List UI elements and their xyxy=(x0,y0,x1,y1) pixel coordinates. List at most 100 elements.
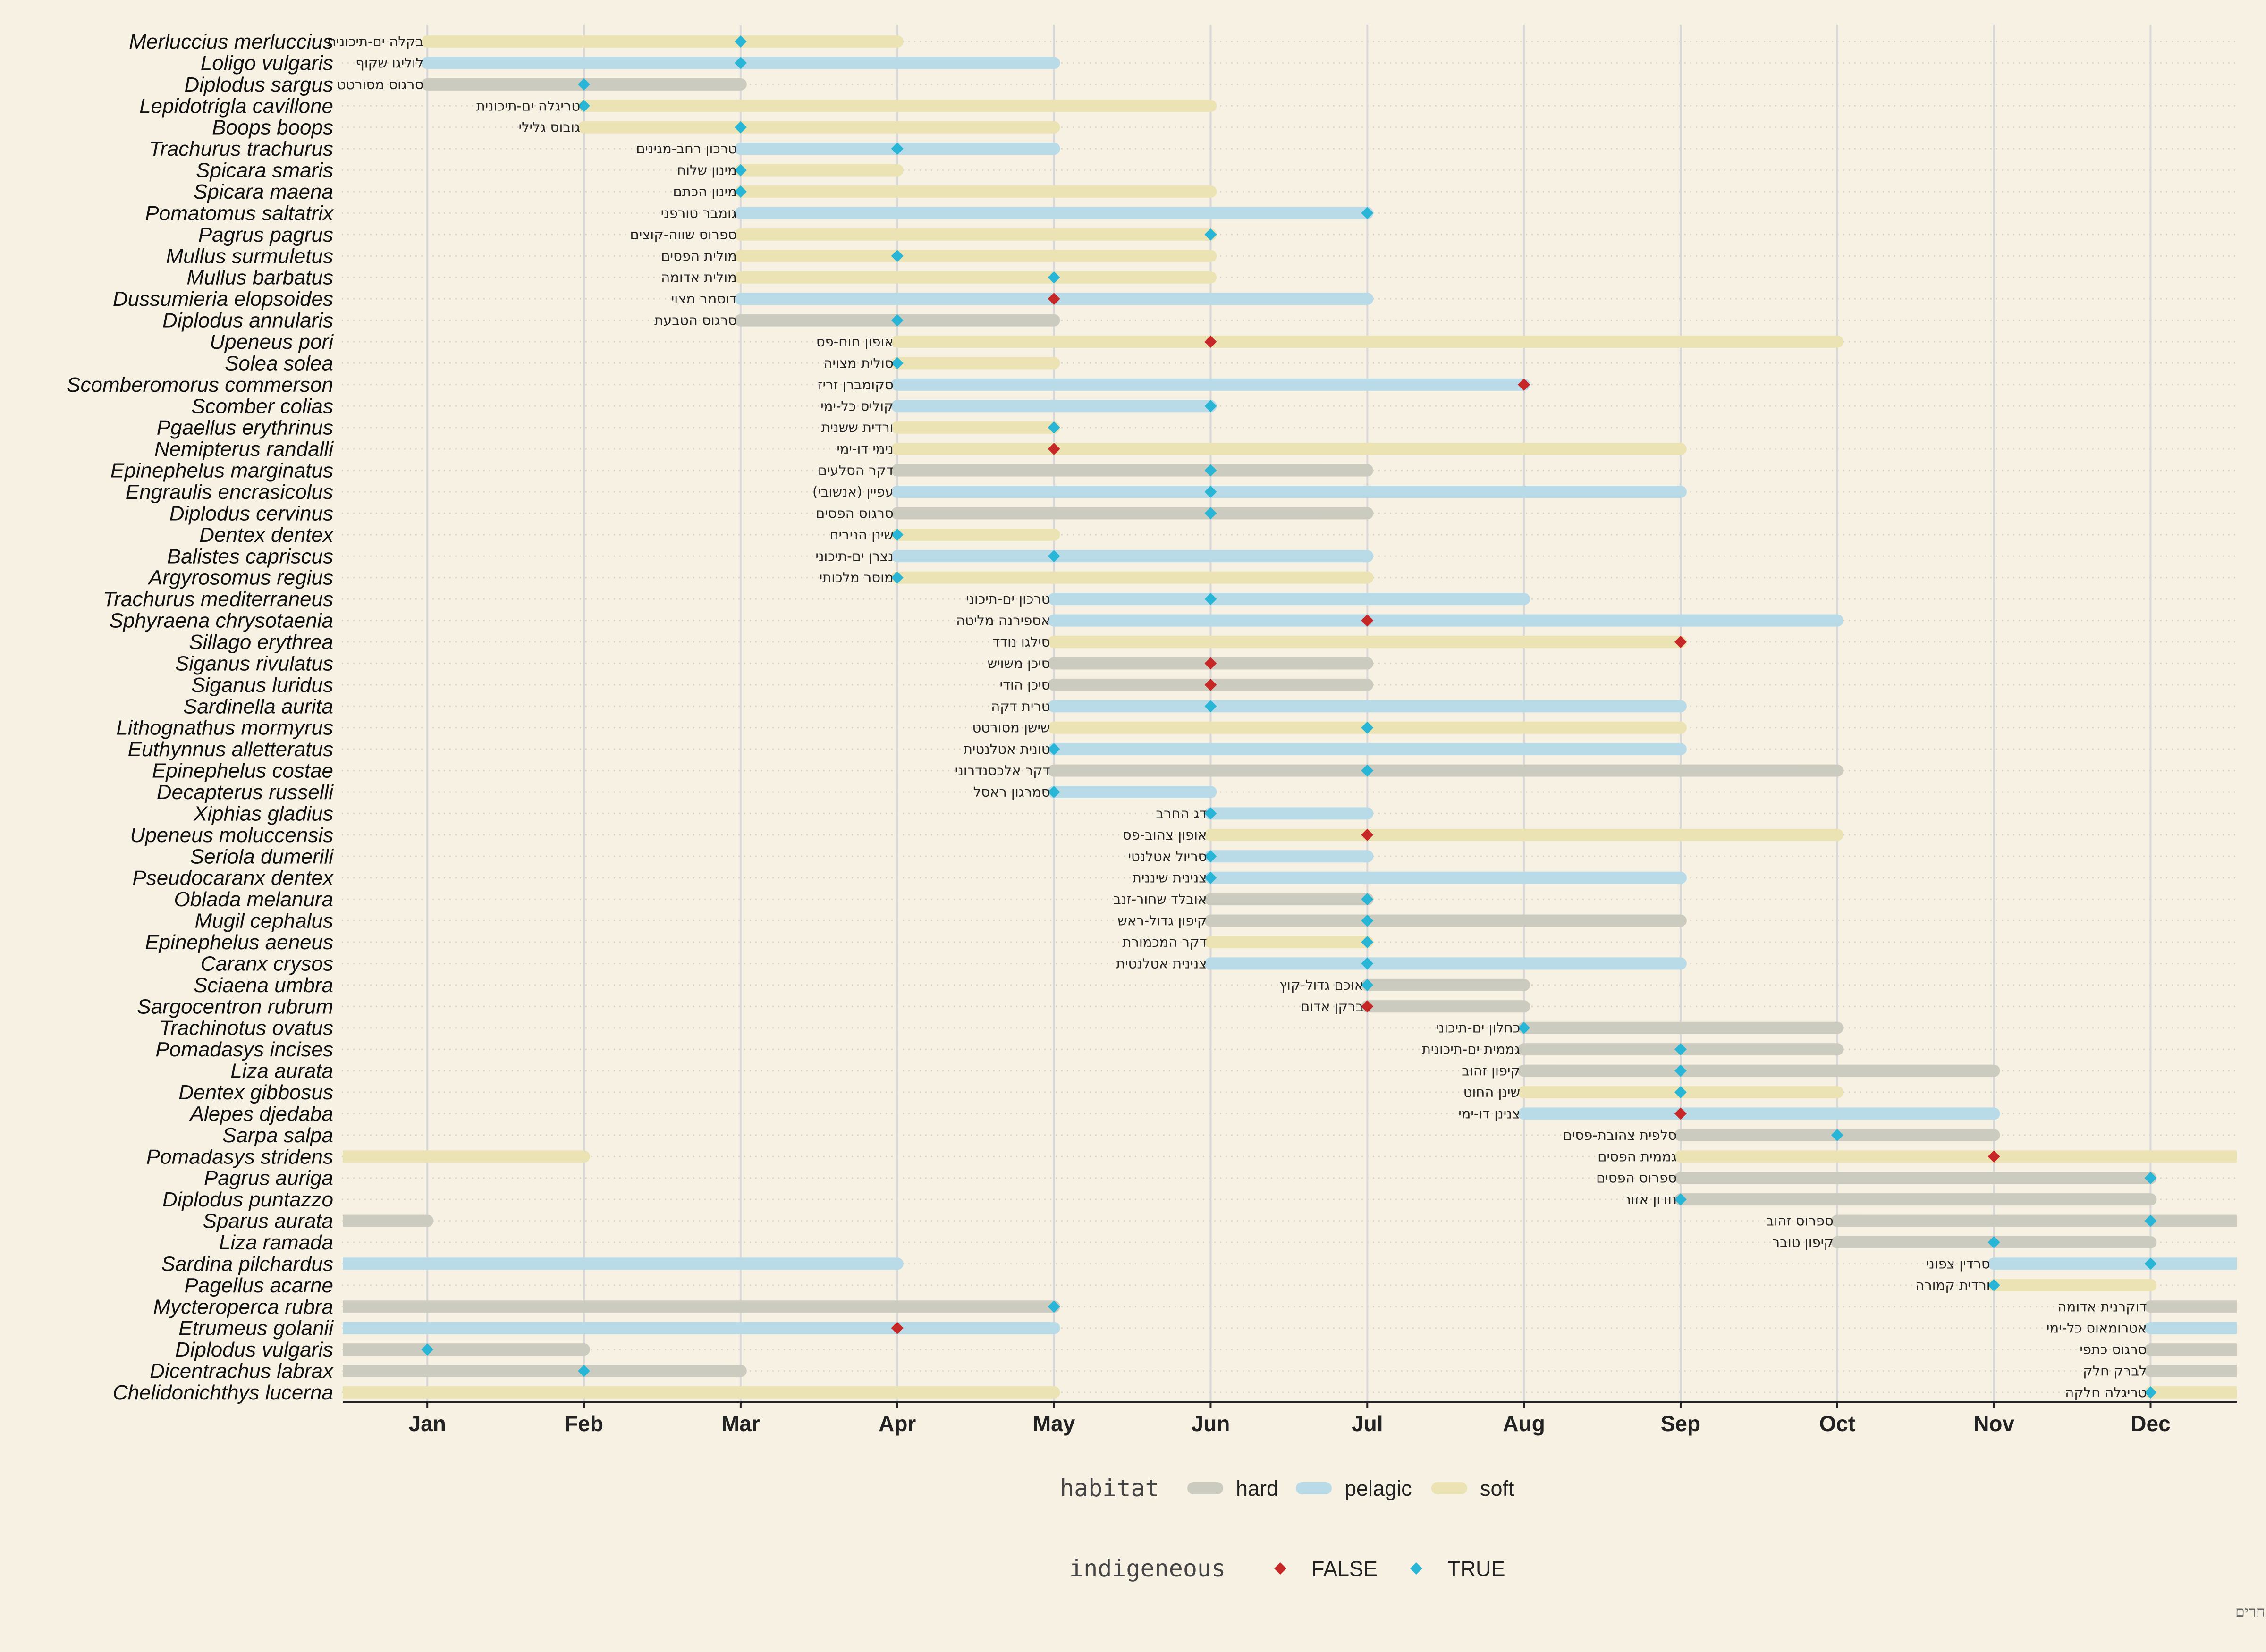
species-label: Lepidotrigla cavillone xyxy=(139,94,333,118)
indigenous-marker xyxy=(1674,1193,1687,1206)
species-label: Pseudocaranx dentex xyxy=(132,867,334,890)
hebrew-label: סרגוס כתפי xyxy=(2080,1341,2147,1357)
indigenous-marker xyxy=(1048,786,1060,798)
species-label: Pagrus pagrus xyxy=(198,223,333,246)
species-label: Dicentrachus labrax xyxy=(150,1360,334,1383)
x-tick-label: Sep xyxy=(1661,1411,1700,1436)
hebrew-label: אספירנה מליטה xyxy=(956,613,1050,629)
indigenous-marker xyxy=(1204,400,1217,413)
hebrew-label: סילגו נודד xyxy=(993,634,1050,650)
indigenous-marker xyxy=(734,57,747,69)
hebrew-label: סרגוס מסורטט xyxy=(337,76,423,93)
species-label: Diplodus cervinus xyxy=(169,502,333,525)
hebrew-label: טונית אטלנטית xyxy=(964,741,1050,757)
indigenous-marker xyxy=(1204,486,1217,498)
hebrew-label: סרגוס הפסים xyxy=(816,505,894,521)
hebrew-label: סיכן משויש xyxy=(988,655,1050,671)
hebrew-label: גובוס גלילי xyxy=(519,119,580,135)
species-label: Euthynnus alletteratus xyxy=(128,738,333,761)
species-label: Lithognathus mormyrus xyxy=(116,716,333,740)
indigenous-marker xyxy=(1204,850,1217,863)
indigenous-marker xyxy=(1361,893,1374,906)
indigenous-marker xyxy=(1987,1150,2000,1163)
species-label: Caranx crysos xyxy=(201,952,333,975)
x-tick-label: Aug xyxy=(1503,1411,1545,1436)
species-label: Diplodus annularis xyxy=(162,309,333,332)
hebrew-label: מולית אדומה xyxy=(661,270,737,286)
indigenous-marker xyxy=(1048,443,1060,455)
indigenous-marker xyxy=(1987,1236,2000,1248)
species-label: Pomadasys stridens xyxy=(146,1145,333,1168)
species-label: Mullus barbatus xyxy=(186,266,333,289)
indigenous-marker xyxy=(2144,1214,2157,1227)
species-label: Sphyraena chrysotaenia xyxy=(109,609,333,632)
species-label: Scomberomorus commerson xyxy=(67,373,333,396)
hebrew-label: ורדית קמורה xyxy=(1915,1277,1990,1293)
species-label: Seriola dumerili xyxy=(190,845,334,868)
indigenous-marker xyxy=(891,528,904,541)
indigenous-marker xyxy=(1204,593,1217,606)
x-tick-label: Mar xyxy=(721,1411,760,1436)
indigenous-marker xyxy=(578,1365,591,1377)
x-tick-label: Dec xyxy=(2131,1411,2170,1436)
hebrew-label: גומבר טורפני xyxy=(661,205,737,221)
species-label: Liza ramada xyxy=(219,1231,333,1254)
legend-title-habitat: habitat xyxy=(1060,1475,1159,1502)
species-label: Dentex dentex xyxy=(199,523,334,547)
species-label: Pagrus auriga xyxy=(204,1167,333,1190)
indigenous-marker xyxy=(1204,464,1217,477)
indigenous-marker xyxy=(891,571,904,584)
indigenous-marker xyxy=(1048,743,1060,756)
species-label: Pagellus acarne xyxy=(184,1274,333,1297)
indigenous-marker xyxy=(1204,871,1217,884)
hebrew-label: דקר אלכסנדרוני xyxy=(955,763,1050,779)
x-tick-label: Nov xyxy=(1973,1411,2014,1436)
hebrew-label: טריגלה חלקה xyxy=(2065,1384,2147,1400)
indigenous-marker xyxy=(578,78,591,91)
hebrew-label: קיפון טובר xyxy=(1772,1234,1834,1250)
species-label: Sillago erythrea xyxy=(189,631,333,654)
species-label: Loligo vulgaris xyxy=(201,51,333,75)
species-label: Upeneus moluccensis xyxy=(130,824,333,847)
species-label: Chelidonichthys lucerna xyxy=(113,1381,333,1404)
species-label: Scomber colias xyxy=(191,395,333,418)
indigenous-marker xyxy=(734,35,747,48)
species-label: Diplodus vulgaris xyxy=(175,1338,333,1361)
species-label: Engraulis encrasicolus xyxy=(126,480,333,504)
hebrew-label: ורדית ששנית xyxy=(821,420,894,436)
indigenous-marker xyxy=(1204,678,1217,691)
legend-marker-TRUE xyxy=(1410,1562,1422,1575)
hebrew-label: טרית דקה xyxy=(991,698,1050,714)
legend-label-hard: hard xyxy=(1236,1476,1278,1500)
x-tick-label: Jul xyxy=(1352,1411,1383,1436)
indigenous-marker xyxy=(1204,228,1217,241)
hebrew-label: ספרוס זהוב xyxy=(1766,1213,1834,1229)
hebrew-label: קיפון גדול-ראש xyxy=(1117,913,1207,929)
indigenous-marker xyxy=(1204,807,1217,820)
x-tick-label: Feb xyxy=(565,1411,603,1436)
species-label: Sarpa salpa xyxy=(222,1124,333,1147)
indigenous-markers xyxy=(421,35,2157,1399)
indigenous-marker xyxy=(734,185,747,198)
species-label: Diplodus sargus xyxy=(185,73,334,96)
hebrew-label: סולית מצויה xyxy=(824,355,894,371)
x-tick-label: Jun xyxy=(1192,1411,1230,1436)
indigenous-marker xyxy=(1674,1086,1687,1098)
hebrew-label: אופון חום-פס xyxy=(816,334,894,350)
hebrew-label: אטרומאוס כל-ימי xyxy=(2046,1320,2147,1336)
hebrew-label: גממית ים-תיכונית xyxy=(1422,1041,1520,1057)
hebrew-label: לברק חלק xyxy=(2083,1363,2147,1379)
species-label: Trachinotus ovatus xyxy=(160,1017,333,1040)
hebrew-label: לוליגו שקוף xyxy=(355,55,423,71)
legend-label-pelagic: pelagic xyxy=(1344,1476,1412,1500)
indigenous-marker xyxy=(1048,550,1060,563)
legend-label-TRUE: TRUE xyxy=(1447,1557,1505,1581)
species-label: Balistes capriscus xyxy=(167,545,333,568)
indigenous-marker xyxy=(1361,764,1374,777)
indigenous-marker xyxy=(1361,1000,1374,1013)
hebrew-label: סמרגון ראסל xyxy=(973,784,1050,800)
species-label: Dentex gibbosus xyxy=(178,1081,333,1104)
legend-title-indigeneous: indigeneous xyxy=(1069,1555,1226,1582)
species-label: Oblada melanura xyxy=(174,888,333,911)
indigenous-marker xyxy=(1361,614,1374,627)
